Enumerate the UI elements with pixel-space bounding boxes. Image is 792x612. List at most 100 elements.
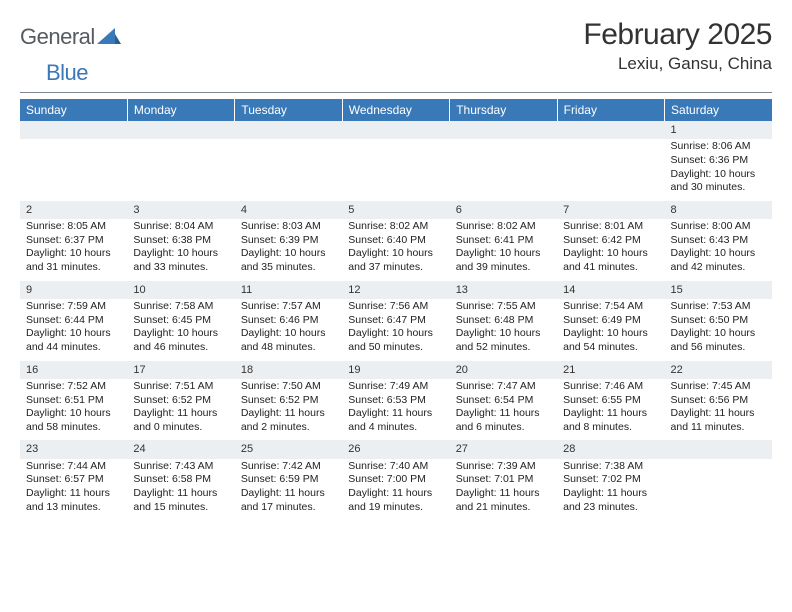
day-number-cell: [127, 121, 234, 139]
weekday-header: Saturday: [665, 99, 772, 121]
day-number: [127, 121, 234, 137]
sunset-line: Sunset: 6:49 PM: [563, 314, 658, 328]
day-number-cell: 23: [20, 440, 127, 458]
day-body-cell: Sunrise: 7:38 AMSunset: 7:02 PMDaylight:…: [557, 459, 664, 521]
daylight-line: Daylight: 10 hours and 31 minutes.: [26, 247, 121, 274]
day-number-cell: 14: [557, 281, 664, 299]
day-number: 14: [557, 281, 664, 299]
day-number: 23: [20, 440, 127, 458]
location-text: Lexiu, Gansu, China: [583, 54, 772, 74]
day-number-cell: 4: [235, 201, 342, 219]
title-block: February 2025 Lexiu, Gansu, China: [583, 18, 772, 74]
day-body-cell: Sunrise: 7:46 AMSunset: 6:55 PMDaylight:…: [557, 379, 664, 441]
sunrise-line: Sunrise: 7:40 AM: [348, 460, 443, 474]
sunrise-line: Sunrise: 8:02 AM: [348, 220, 443, 234]
sunrise-line: Sunrise: 7:43 AM: [133, 460, 228, 474]
day-body-cell: Sunrise: 7:45 AMSunset: 6:56 PMDaylight:…: [665, 379, 772, 441]
day-body-cell: Sunrise: 7:40 AMSunset: 7:00 PMDaylight:…: [342, 459, 449, 521]
sunset-line: Sunset: 6:52 PM: [133, 394, 228, 408]
sunrise-line: Sunrise: 7:55 AM: [456, 300, 551, 314]
day-body-cell: Sunrise: 8:01 AMSunset: 6:42 PMDaylight:…: [557, 219, 664, 281]
day-number: 10: [127, 281, 234, 299]
day-body-cell: Sunrise: 7:42 AMSunset: 6:59 PMDaylight:…: [235, 459, 342, 521]
daylight-line: Daylight: 10 hours and 58 minutes.: [26, 407, 121, 434]
sunrise-line: Sunrise: 7:53 AM: [671, 300, 766, 314]
daylight-line: Daylight: 11 hours and 0 minutes.: [133, 407, 228, 434]
sunset-line: Sunset: 6:46 PM: [241, 314, 336, 328]
daylight-line: Daylight: 10 hours and 41 minutes.: [563, 247, 658, 274]
day-body-cell: Sunrise: 7:49 AMSunset: 6:53 PMDaylight:…: [342, 379, 449, 441]
day-body: [20, 139, 127, 197]
day-number: [557, 121, 664, 137]
sunrise-line: Sunrise: 7:39 AM: [456, 460, 551, 474]
day-body-cell: Sunrise: 7:43 AMSunset: 6:58 PMDaylight:…: [127, 459, 234, 521]
day-number: 6: [450, 201, 557, 219]
day-body: Sunrise: 8:01 AMSunset: 6:42 PMDaylight:…: [557, 219, 664, 281]
day-number: [342, 121, 449, 137]
day-body: Sunrise: 8:02 AMSunset: 6:40 PMDaylight:…: [342, 219, 449, 281]
sunset-line: Sunset: 6:37 PM: [26, 234, 121, 248]
daylight-line: Daylight: 11 hours and 17 minutes.: [241, 487, 336, 514]
daylight-line: Daylight: 10 hours and 37 minutes.: [348, 247, 443, 274]
day-body: Sunrise: 8:03 AMSunset: 6:39 PMDaylight:…: [235, 219, 342, 281]
day-body-cell: Sunrise: 8:05 AMSunset: 6:37 PMDaylight:…: [20, 219, 127, 281]
day-number: 17: [127, 361, 234, 379]
sunrise-line: Sunrise: 8:05 AM: [26, 220, 121, 234]
sunset-line: Sunset: 6:57 PM: [26, 473, 121, 487]
weekday-header: Monday: [127, 99, 234, 121]
day-number-cell: 12: [342, 281, 449, 299]
day-number-cell: [450, 121, 557, 139]
day-body: Sunrise: 8:00 AMSunset: 6:43 PMDaylight:…: [665, 219, 772, 281]
weekday-header: Friday: [557, 99, 664, 121]
day-number-cell: 20: [450, 361, 557, 379]
day-number-cell: 7: [557, 201, 664, 219]
sunset-line: Sunset: 6:51 PM: [26, 394, 121, 408]
weekday-header: Wednesday: [342, 99, 449, 121]
month-title: February 2025: [583, 18, 772, 52]
daylight-line: Daylight: 10 hours and 33 minutes.: [133, 247, 228, 274]
day-number: 27: [450, 440, 557, 458]
sunset-line: Sunset: 6:48 PM: [456, 314, 551, 328]
sunrise-line: Sunrise: 7:57 AM: [241, 300, 336, 314]
daylight-line: Daylight: 11 hours and 6 minutes.: [456, 407, 551, 434]
day-number-cell: 9: [20, 281, 127, 299]
day-number: 21: [557, 361, 664, 379]
day-body: Sunrise: 7:58 AMSunset: 6:45 PMDaylight:…: [127, 299, 234, 361]
sunset-line: Sunset: 6:41 PM: [456, 234, 551, 248]
daylight-line: Daylight: 10 hours and 50 minutes.: [348, 327, 443, 354]
sunset-line: Sunset: 6:42 PM: [563, 234, 658, 248]
day-body-cell: Sunrise: 7:44 AMSunset: 6:57 PMDaylight:…: [20, 459, 127, 521]
sunrise-line: Sunrise: 7:59 AM: [26, 300, 121, 314]
day-body-cell: Sunrise: 8:02 AMSunset: 6:40 PMDaylight:…: [342, 219, 449, 281]
sunset-line: Sunset: 6:45 PM: [133, 314, 228, 328]
day-number: 4: [235, 201, 342, 219]
sunset-line: Sunset: 6:43 PM: [671, 234, 766, 248]
sunset-line: Sunset: 6:52 PM: [241, 394, 336, 408]
sunrise-line: Sunrise: 7:46 AM: [563, 380, 658, 394]
sunset-line: Sunset: 6:36 PM: [671, 154, 766, 168]
sunrise-line: Sunrise: 7:56 AM: [348, 300, 443, 314]
daylight-line: Daylight: 11 hours and 19 minutes.: [348, 487, 443, 514]
day-body: Sunrise: 7:44 AMSunset: 6:57 PMDaylight:…: [20, 459, 127, 521]
daylight-line: Daylight: 11 hours and 11 minutes.: [671, 407, 766, 434]
logo-text-part1: General: [20, 24, 95, 50]
sunset-line: Sunset: 6:53 PM: [348, 394, 443, 408]
day-body-cell: Sunrise: 8:00 AMSunset: 6:43 PMDaylight:…: [665, 219, 772, 281]
day-body-cell: [127, 139, 234, 201]
sunrise-line: Sunrise: 8:03 AM: [241, 220, 336, 234]
day-number: 20: [450, 361, 557, 379]
day-number: 5: [342, 201, 449, 219]
sunrise-line: Sunrise: 7:52 AM: [26, 380, 121, 394]
day-number-cell: 8: [665, 201, 772, 219]
day-number-cell: 26: [342, 440, 449, 458]
day-number-row: 16171819202122: [20, 361, 772, 379]
day-number: 12: [342, 281, 449, 299]
sunrise-line: Sunrise: 7:38 AM: [563, 460, 658, 474]
day-body-cell: [450, 139, 557, 201]
day-body: Sunrise: 7:57 AMSunset: 6:46 PMDaylight:…: [235, 299, 342, 361]
day-body: [127, 139, 234, 197]
day-number-cell: [342, 121, 449, 139]
day-body-cell: [235, 139, 342, 201]
day-body-cell: Sunrise: 7:56 AMSunset: 6:47 PMDaylight:…: [342, 299, 449, 361]
day-body-cell: Sunrise: 8:06 AMSunset: 6:36 PMDaylight:…: [665, 139, 772, 201]
